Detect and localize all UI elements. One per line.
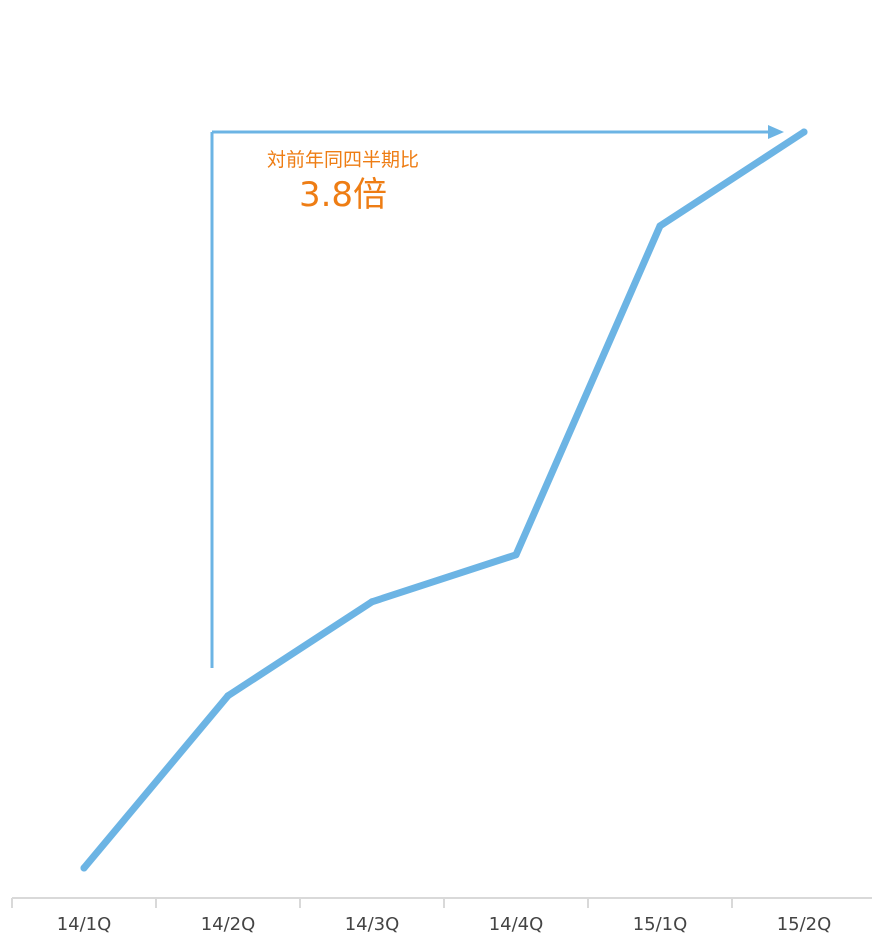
x-tick-label: 15/2Q [777,914,832,935]
x-tick-label: 14/3Q [345,914,400,935]
growth-arrow [210,125,784,668]
x-tick-label: 14/4Q [489,914,544,935]
series-point [368,598,376,606]
x-tick-label: 14/2Q [201,914,256,935]
series-layer [80,128,808,872]
series-point [800,128,808,136]
x-tick-labels: 14/1Q 14/2Q 14/3Q 14/4Q 15/1Q 15/2Q [57,914,832,935]
series-point [656,222,664,230]
annotation-value: 3.8倍 [299,175,387,215]
x-axis [11,897,872,908]
arrow-head [768,125,784,139]
series-point [512,551,520,559]
series-line [80,128,808,872]
x-tick-label: 14/1Q [57,914,112,935]
series-point [80,864,88,872]
series-point [224,692,232,700]
annotation-label: 対前年同四半期比 [267,149,419,171]
x-tick-label: 15/1Q [633,914,688,935]
